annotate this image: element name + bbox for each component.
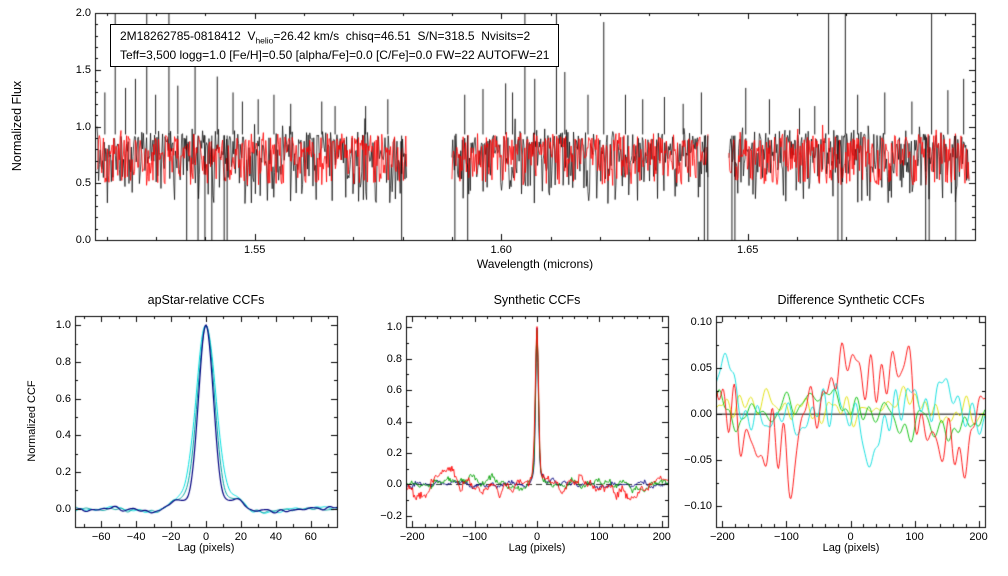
star-info-line1: 2M18262785-0818412 Vhelio=26.42 km/s chi… (120, 28, 549, 47)
tick-label: −60 (91, 531, 111, 543)
tick-label: 0.2 (55, 465, 71, 478)
tick-label: 20 (234, 531, 248, 543)
tick-label: 1.0 (386, 321, 402, 334)
difference-ccf-x-axis-label: Lag (pixels) (822, 542, 880, 554)
star-id-and-vhelio: 2M18262785-0818412 V (120, 29, 256, 43)
tick-label: 0 (202, 531, 210, 543)
tick-label: 0.00 (690, 408, 712, 421)
tick-label: −0.10 (684, 499, 712, 512)
tick-label: 0.0 (55, 502, 71, 515)
tick-label: 0.8 (386, 352, 402, 365)
tick-label: −200 (710, 531, 735, 543)
tick-label: −100 (462, 531, 487, 543)
tick-label: −200 (399, 531, 425, 543)
tick-label: 0.2 (386, 446, 402, 459)
tick-label: 200 (969, 531, 988, 543)
star-info-line2: Teff=3,500 logg=1.0 [Fe/H]=0.50 [alpha/F… (120, 47, 550, 62)
tick-label: −0.05 (684, 454, 712, 467)
tick-label: 1.60 (490, 244, 512, 256)
tick-label: 0.8 (55, 355, 71, 368)
tick-label: −20 (161, 531, 181, 543)
tick-label: 0.4 (55, 429, 71, 442)
apstar-ccf-y-axis-label: Normalized CCF (26, 380, 38, 462)
tick-label: 1.0 (75, 120, 91, 133)
tick-label: −100 (774, 531, 799, 543)
tick-label: 0.6 (386, 384, 402, 396)
tick-label: 0.10 (690, 316, 712, 329)
spectrum-y-axis-label: Normalized Flux (10, 80, 24, 172)
tick-label: 0.0 (75, 234, 91, 246)
tick-label: −0.2 (380, 509, 402, 522)
tick-label: 1.5 (75, 63, 91, 76)
tick-label: 100 (905, 531, 924, 543)
tick-label: 2.0 (75, 7, 91, 19)
tick-label: 0.4 (386, 415, 402, 428)
tick-label: 1.55 (244, 244, 266, 256)
tick-label: 200 (652, 531, 671, 543)
tick-label: 1.65 (737, 244, 759, 256)
vhelio-subscript: helio (255, 35, 274, 46)
tick-label: 0.0 (386, 478, 402, 491)
tick-label: 1.0 (55, 319, 71, 332)
tick-label: 40 (269, 531, 282, 543)
fit-stats: =26.42 km/s chisq=46.51 S/N=318.5 Nvisit… (273, 29, 531, 43)
tick-label: 0.5 (75, 177, 91, 190)
tick-label: −40 (126, 531, 146, 543)
tick-label: 0.6 (55, 392, 71, 405)
tick-label: 100 (590, 531, 609, 543)
spectrum-x-axis-label: Wavelength (microns) (476, 257, 594, 271)
apstar-ccf-x-axis-label: Lag (pixels) (177, 542, 235, 554)
tick-label: 0.05 (690, 362, 712, 375)
tick-label: 0 (847, 531, 854, 543)
apstar-ccf-title: apStar-relative CCFs (147, 293, 265, 307)
difference-ccf-title: Difference Synthetic CCFs (777, 293, 925, 307)
synthetic-ccf-x-axis-label: Lag (pixels) (508, 542, 566, 554)
tick-label: 0 (533, 531, 541, 543)
synthetic-ccf-title: Synthetic CCFs (493, 293, 581, 307)
star-info-box: 2M18262785-0818412 Vhelio=26.42 km/s chi… (110, 24, 560, 68)
tick-label: 60 (304, 531, 317, 543)
